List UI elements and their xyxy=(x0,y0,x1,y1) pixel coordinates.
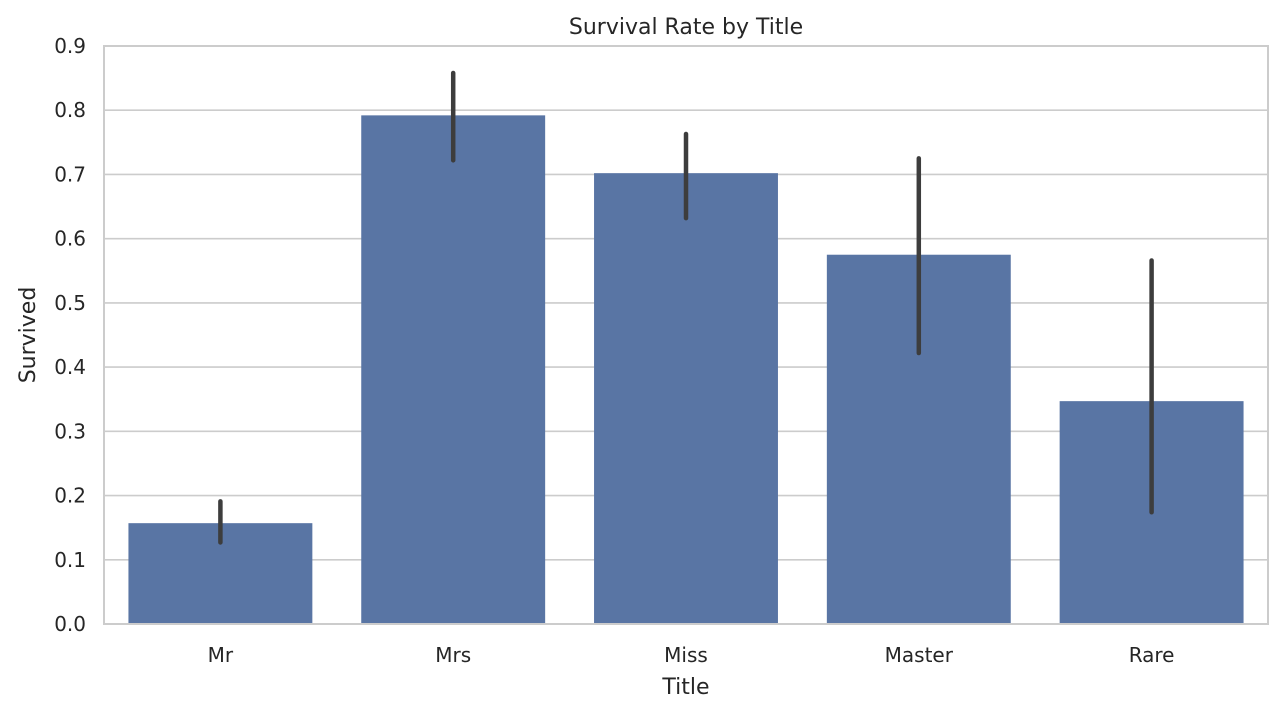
y-tick-label: 0.1 xyxy=(54,548,86,572)
y-tick-label: 0.3 xyxy=(54,419,86,443)
plot-frame xyxy=(103,45,1269,625)
x-axis-label: Title xyxy=(661,675,709,700)
y-tick-label: 0.4 xyxy=(54,355,86,379)
bar-mrs xyxy=(361,115,546,625)
error-bars xyxy=(218,70,1154,545)
y-tick-label: 0.6 xyxy=(54,227,86,251)
chart-title: Survival Rate by Title xyxy=(569,15,803,40)
x-tick-labels: Mr Mrs Miss Master Rare xyxy=(208,643,1175,667)
x-tick-label: Mrs xyxy=(435,643,471,667)
y-tick-label: 0.7 xyxy=(54,162,86,186)
y-axis-label: Survived xyxy=(16,287,41,384)
x-tick-label: Rare xyxy=(1129,643,1175,667)
x-tick-label: Master xyxy=(885,643,954,667)
x-tick-label: Miss xyxy=(664,643,708,667)
y-tick-label: 0.5 xyxy=(54,291,86,315)
y-tick-label: 0.0 xyxy=(54,612,86,636)
x-tick-label: Mr xyxy=(208,643,234,667)
y-tick-label: 0.8 xyxy=(54,98,86,122)
y-tick-label: 0.2 xyxy=(54,484,86,508)
bar-miss xyxy=(594,173,778,624)
y-tick-label: 0.9 xyxy=(54,34,86,58)
y-tick-labels: 0.0 0.1 0.2 0.3 0.4 0.5 0.6 0.7 0.8 0.9 xyxy=(54,34,86,636)
